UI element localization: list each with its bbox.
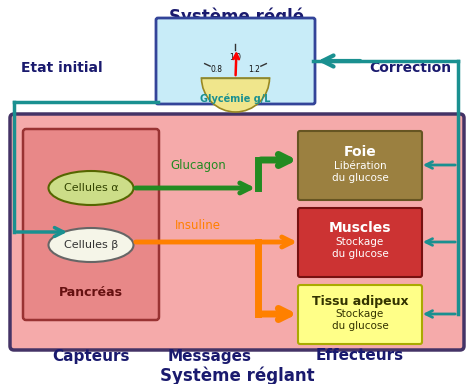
Text: Pancréas: Pancréas <box>59 286 123 300</box>
Text: Système réglant: Système réglant <box>160 367 314 384</box>
Text: Stockage
du glucose: Stockage du glucose <box>332 237 388 259</box>
Text: Tissu adipeux: Tissu adipeux <box>312 296 408 308</box>
Text: Effecteurs: Effecteurs <box>316 349 404 364</box>
Text: Cellules α: Cellules α <box>64 183 118 193</box>
FancyBboxPatch shape <box>298 131 422 200</box>
Text: Libération
du glucose: Libération du glucose <box>332 161 388 183</box>
Text: Système réglé: Système réglé <box>169 8 305 26</box>
Text: Insuline: Insuline <box>175 219 221 232</box>
FancyBboxPatch shape <box>156 18 315 104</box>
FancyBboxPatch shape <box>10 114 464 350</box>
Text: Capteurs: Capteurs <box>52 349 130 364</box>
Ellipse shape <box>48 228 134 262</box>
Text: Cellules β: Cellules β <box>64 240 118 250</box>
FancyBboxPatch shape <box>23 129 159 320</box>
Text: Glucagon: Glucagon <box>170 159 226 172</box>
Text: Glycémie g/L: Glycémie g/L <box>200 94 271 104</box>
Text: 1.0: 1.0 <box>229 53 241 61</box>
Text: 0.8: 0.8 <box>210 65 222 74</box>
Text: Correction: Correction <box>369 61 451 75</box>
Text: Messages: Messages <box>168 349 252 364</box>
FancyBboxPatch shape <box>298 208 422 277</box>
Text: Stockage
du glucose: Stockage du glucose <box>332 309 388 331</box>
Text: Etat initial: Etat initial <box>21 61 103 75</box>
Ellipse shape <box>48 171 134 205</box>
FancyBboxPatch shape <box>298 285 422 344</box>
Text: Muscles: Muscles <box>329 221 391 235</box>
Text: 1.2: 1.2 <box>248 65 261 74</box>
Wedge shape <box>201 78 270 112</box>
Text: Foie: Foie <box>344 145 376 159</box>
